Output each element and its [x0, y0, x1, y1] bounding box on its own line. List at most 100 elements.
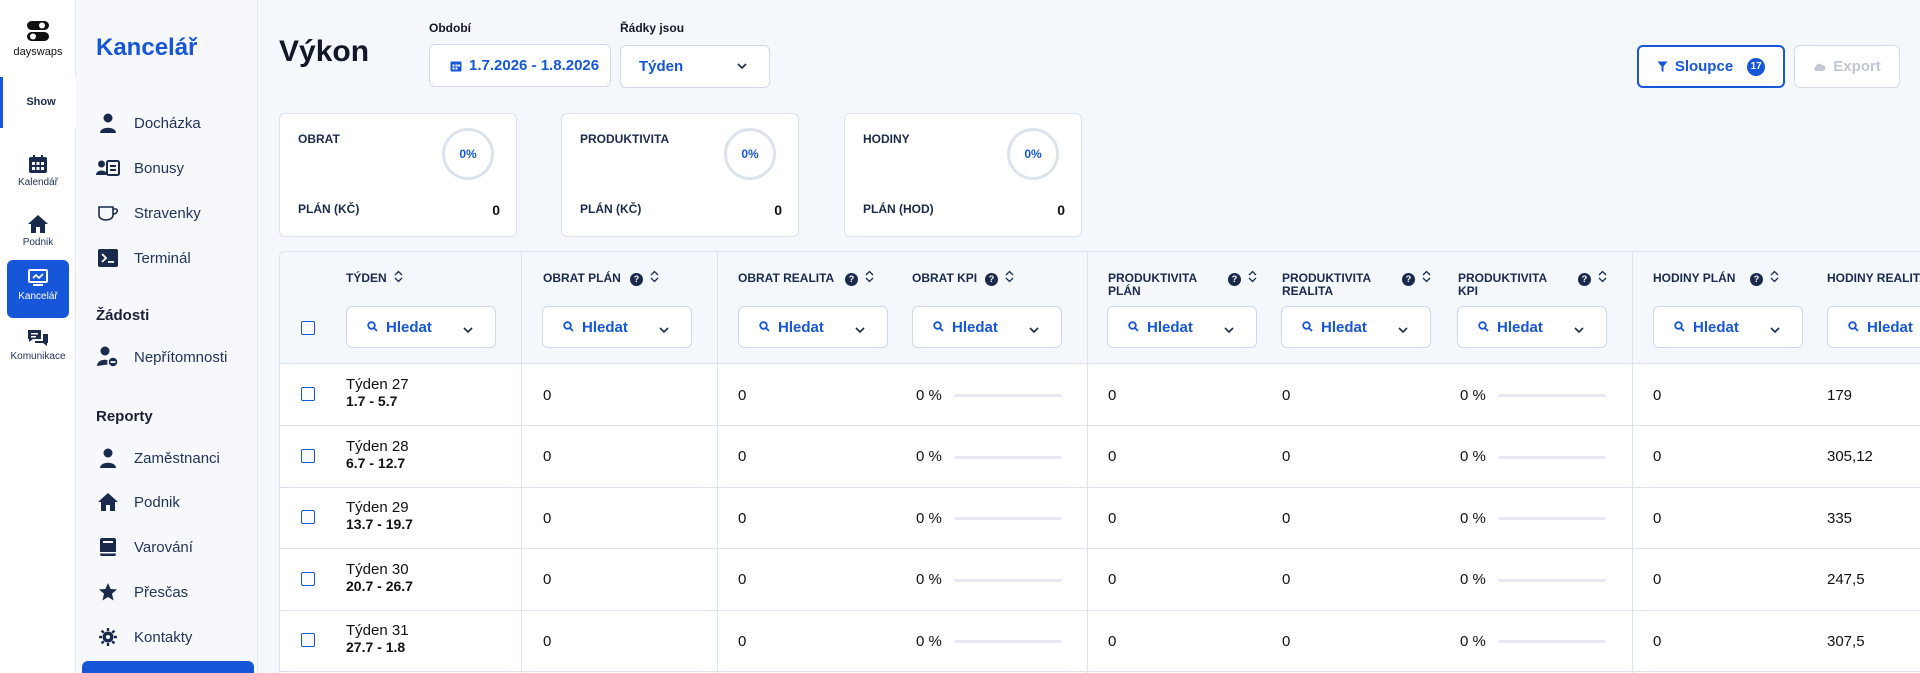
search-icon: [933, 319, 944, 336]
sidebar-item-zamestnanci[interactable]: Zaměstnanci: [96, 443, 256, 473]
column-header-tyden[interactable]: TÝDEN: [346, 271, 387, 285]
filter-input-tyden[interactable]: Hledat: [346, 306, 496, 348]
row-checkbox[interactable]: [301, 510, 315, 524]
week-range: 27.7 - 1.8: [346, 639, 406, 655]
column-header-produktivita-plan[interactable]: PRODUKTIVITA PLÁN: [1108, 271, 1197, 298]
search-icon: [367, 319, 378, 336]
chevron-down-icon: [463, 321, 473, 338]
column-header-obrat-kpi[interactable]: OBRAT KPI: [912, 271, 978, 285]
help-icon[interactable]: ?: [1402, 272, 1415, 286]
sort-icon[interactable]: [394, 270, 403, 288]
help-icon[interactable]: ?: [845, 272, 858, 286]
sidebar-item-label: Kontakty: [134, 628, 193, 646]
logo-icon: [27, 21, 49, 41]
columns-button[interactable]: Sloupce 17: [1637, 45, 1785, 88]
help-icon[interactable]: ?: [1750, 272, 1763, 286]
filter-input-obrat-plan[interactable]: Hledat: [542, 306, 692, 348]
sidebar-item-bonusy[interactable]: Bonusy: [96, 153, 256, 183]
table-row[interactable]: Týden 29 13.7 - 19.7 0 0 0 % 0 0 0 % 0 335: [280, 487, 1920, 549]
chevron-down-icon: [737, 63, 747, 70]
column-header-produktivita-kpi[interactable]: PRODUKTIVITA KPI: [1458, 271, 1547, 298]
cell-obrat-realita: 0: [738, 571, 747, 588]
week-label: Týden 27: [346, 376, 409, 393]
sort-icon[interactable]: [1248, 270, 1257, 288]
column-header-icons: ?: [1228, 270, 1257, 288]
rail-item-komunikace[interactable]: Komunikace: [7, 320, 69, 378]
rail-show-item[interactable]: Show: [0, 77, 76, 128]
select-all-checkbox[interactable]: [301, 321, 315, 335]
row-checkbox[interactable]: [301, 571, 315, 586]
cell-hodiny-plan: 0: [1653, 632, 1662, 650]
sidebar-item-nepritomnosti[interactable]: Nepřítomnosti: [96, 342, 256, 372]
cell-hodiny-plan: 0: [1653, 509, 1662, 527]
help-icon[interactable]: ?: [630, 272, 643, 286]
rail-item-kancelar[interactable]: Kancelář: [7, 260, 69, 318]
cell-hodiny-plan: 0: [1653, 448, 1662, 465]
column-header-produktivita-realita[interactable]: PRODUKTIVITA REALITA: [1282, 271, 1371, 298]
filter-icon: [1657, 61, 1668, 72]
filter-input-obrat-kpi[interactable]: Hledat: [912, 306, 1062, 348]
sidebar-item-terminal[interactable]: Terminál: [96, 243, 256, 273]
week-label: Týden 28: [346, 437, 409, 455]
sidebar-active-item[interactable]: [82, 661, 254, 673]
filter-input-hodiny-realita[interactable]: Hledat: [1827, 306, 1920, 348]
sidebar: Kancelář Docházka Bonusy Stravenky Termi…: [76, 0, 258, 673]
filter-placeholder: Hledat: [778, 318, 824, 336]
table-row[interactable]: Týden 28 6.7 - 12.7 0 0 0 % 0 0 0 % 0 305,12: [280, 426, 1920, 488]
sidebar-item-dochazka[interactable]: Docházka: [96, 108, 256, 138]
column-header-hodiny-plan[interactable]: HODINY PLÁN: [1653, 271, 1736, 285]
filter-input-produktivita-kpi[interactable]: Hledat: [1457, 306, 1607, 348]
filter-input-hodiny-plan[interactable]: Hledat: [1653, 306, 1803, 348]
rail-item-podnik[interactable]: Podnik: [7, 206, 69, 264]
week-cell: Týden 30 20.7 - 26.7: [346, 561, 413, 594]
sidebar-item-varovani[interactable]: Varování: [96, 532, 256, 562]
performance-table: TÝDEN Hledat OBRAT PLÁN? Hledat OBRAT REALIT…: [279, 251, 1920, 673]
sort-icon[interactable]: [1005, 270, 1014, 288]
kpi-progress-bar: [954, 517, 1062, 520]
kpi-progress-bar: [1498, 394, 1606, 397]
filter-input-produktivita-realita[interactable]: Hledat: [1281, 306, 1431, 348]
column-header-obrat-plan[interactable]: OBRAT PLÁN: [543, 271, 621, 285]
sidebar-item-podnik[interactable]: Podnik: [96, 487, 256, 517]
rows-select[interactable]: Týden: [620, 45, 770, 88]
filter-input-obrat-realita[interactable]: Hledat: [738, 306, 888, 348]
app-logo[interactable]: dayswaps: [0, 18, 76, 58]
person-absence-icon: [96, 345, 120, 369]
period-picker[interactable]: 1.7.2026 - 1.8.2026: [429, 44, 611, 87]
sidebar-item-prescas[interactable]: Přesčas: [96, 577, 256, 607]
table-row[interactable]: Týden 31 27.7 - 1.8 0 0 0 % 0 0 0 % 0 307,5: [280, 610, 1920, 672]
column-header-hodiny-realita[interactable]: HODINY REALITA: [1827, 271, 1920, 285]
percent-ring: 0%: [1007, 128, 1059, 180]
column-header-icons: ?: [1578, 270, 1607, 288]
sort-icon[interactable]: [865, 270, 874, 288]
sidebar-item-stravenky[interactable]: Stravenky: [96, 198, 256, 228]
sort-icon[interactable]: [1770, 270, 1779, 288]
export-button[interactable]: Export: [1794, 45, 1900, 88]
section-reporty: Reporty: [96, 408, 153, 425]
sidebar-item-label: Nepřítomnosti: [134, 348, 228, 366]
column-header-obrat-realita[interactable]: OBRAT REALITA: [738, 271, 835, 285]
sort-icon[interactable]: [1598, 270, 1607, 288]
cell-hodiny-realita: 247,5: [1827, 571, 1865, 588]
help-icon[interactable]: ?: [1228, 272, 1241, 286]
chevron-down-icon: [1029, 321, 1039, 338]
kpi-progress-bar: [954, 394, 1062, 397]
sort-icon[interactable]: [650, 270, 659, 288]
cell-obrat-plan: 0: [543, 571, 552, 588]
week-label: Týden 31: [346, 622, 409, 639]
help-icon[interactable]: ?: [985, 272, 998, 286]
card-plan-label: PLÁN (KČ): [298, 202, 360, 216]
filter-input-produktivita-plan[interactable]: Hledat: [1107, 306, 1257, 348]
table-row[interactable]: Týden 30 20.7 - 26.7 0 0 0 % 0 0 0 % 0 247,5: [280, 549, 1920, 611]
row-checkbox[interactable]: [301, 633, 315, 647]
help-icon[interactable]: ?: [1578, 272, 1591, 286]
sort-icon[interactable]: [1422, 270, 1431, 288]
row-checkbox[interactable]: [301, 448, 315, 463]
kpi-card-produktivita: PRODUKTIVITA 0% PLÁN (KČ) 0: [561, 113, 799, 237]
sidebar-item-kontakty[interactable]: Kontakty: [96, 622, 256, 652]
row-checkbox[interactable]: [301, 387, 315, 401]
rail-item-calendar[interactable]: Kalendář: [7, 146, 69, 204]
table-row[interactable]: Týden 27 1.7 - 5.7 0 0 0 % 0 0 0 % 0 179: [280, 364, 1920, 426]
cell-hodiny-plan: 0: [1653, 386, 1662, 404]
cell-obrat-plan: 0: [543, 509, 552, 527]
